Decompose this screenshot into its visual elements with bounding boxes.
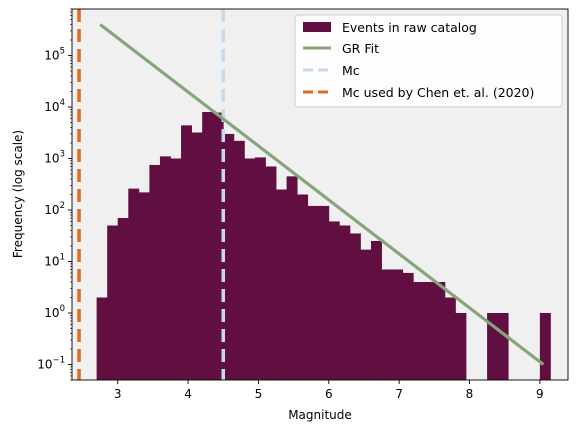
- histogram-bar: [149, 164, 161, 380]
- histogram-bar: [392, 269, 404, 380]
- legend: Events in raw catalog GR Fit Mc Mc used …: [294, 14, 563, 108]
- gr-fit-line: [99, 23, 545, 366]
- histogram-bar: [402, 272, 414, 380]
- histogram-bar: [276, 189, 287, 380]
- histogram-bar: [360, 249, 372, 380]
- y-axis-label: Frequency (log scale): [11, 130, 25, 258]
- histogram-bar: [434, 281, 446, 380]
- histogram-bar: [423, 281, 435, 380]
- legend-label-gr-fit: GR Fit: [342, 41, 379, 56]
- histogram-bar: [170, 158, 182, 380]
- histogram-bar: [128, 188, 140, 380]
- x-tick-label: 8: [466, 387, 474, 401]
- histogram-bar: [107, 225, 119, 380]
- histogram-bar: [413, 281, 425, 380]
- x-tick-label: 7: [395, 387, 403, 401]
- x-tick-label: 5: [255, 387, 263, 401]
- histogram-bar: [117, 217, 129, 380]
- histogram-bar: [138, 192, 150, 380]
- y-tick-label: 104: [44, 98, 65, 114]
- histogram-bar: [339, 225, 351, 380]
- histogram-bar: [539, 313, 551, 380]
- histogram-bar: [497, 313, 509, 380]
- x-axis-label: Magnitude: [288, 408, 352, 422]
- histogram-bar: [223, 133, 235, 380]
- histogram-bar: [181, 125, 192, 381]
- legend-box: [294, 14, 563, 108]
- y-axis: 10−1 100 101 102 103 104 105: [37, 8, 72, 381]
- histogram-bar: [307, 205, 319, 380]
- histogram-bar: [254, 157, 266, 380]
- y-tick-label: 100: [44, 304, 65, 320]
- y-tick-label: 105: [44, 47, 65, 63]
- histogram-bar: [202, 112, 214, 380]
- histogram-bar: [159, 156, 171, 380]
- histogram-bars: [96, 112, 551, 381]
- histogram-bar: [191, 132, 203, 380]
- legend-label-mc-chen: Mc used by Chen et. al. (2020): [342, 85, 534, 100]
- lines-layer: [77, 9, 545, 380]
- histogram-bar: [328, 221, 340, 380]
- histogram-bar: [371, 241, 382, 380]
- legend-label-histogram: Events in raw catalog: [342, 20, 477, 35]
- histogram-bar: [212, 112, 224, 380]
- x-tick-label: 3: [114, 387, 122, 401]
- histogram-bar: [297, 194, 309, 380]
- histogram-bar: [444, 297, 456, 380]
- histogram-bar: [233, 140, 245, 380]
- legend-label-mc: Mc: [342, 63, 360, 78]
- x-tick-label: 6: [325, 387, 333, 401]
- histogram-bar: [349, 233, 361, 380]
- y-tick-label: 102: [44, 201, 65, 217]
- histogram-bar: [265, 166, 277, 380]
- x-tick-label: 9: [536, 387, 544, 401]
- histogram-bar: [96, 297, 108, 380]
- y-tick-label: 101: [44, 253, 65, 269]
- y-tick-label: 10−1: [37, 355, 65, 371]
- histogram-bar: [381, 269, 393, 380]
- x-tick-label: 4: [184, 387, 192, 401]
- histogram-bar: [244, 158, 256, 380]
- histogram-bar: [487, 313, 499, 380]
- legend-swatch-histogram: [303, 22, 331, 32]
- histogram-bar: [455, 313, 467, 380]
- histogram-bar: [318, 205, 330, 380]
- y-tick-label: 103: [44, 150, 65, 166]
- x-axis: 3 4 5 6 7 8 9: [114, 380, 544, 401]
- histogram-bar: [286, 176, 298, 380]
